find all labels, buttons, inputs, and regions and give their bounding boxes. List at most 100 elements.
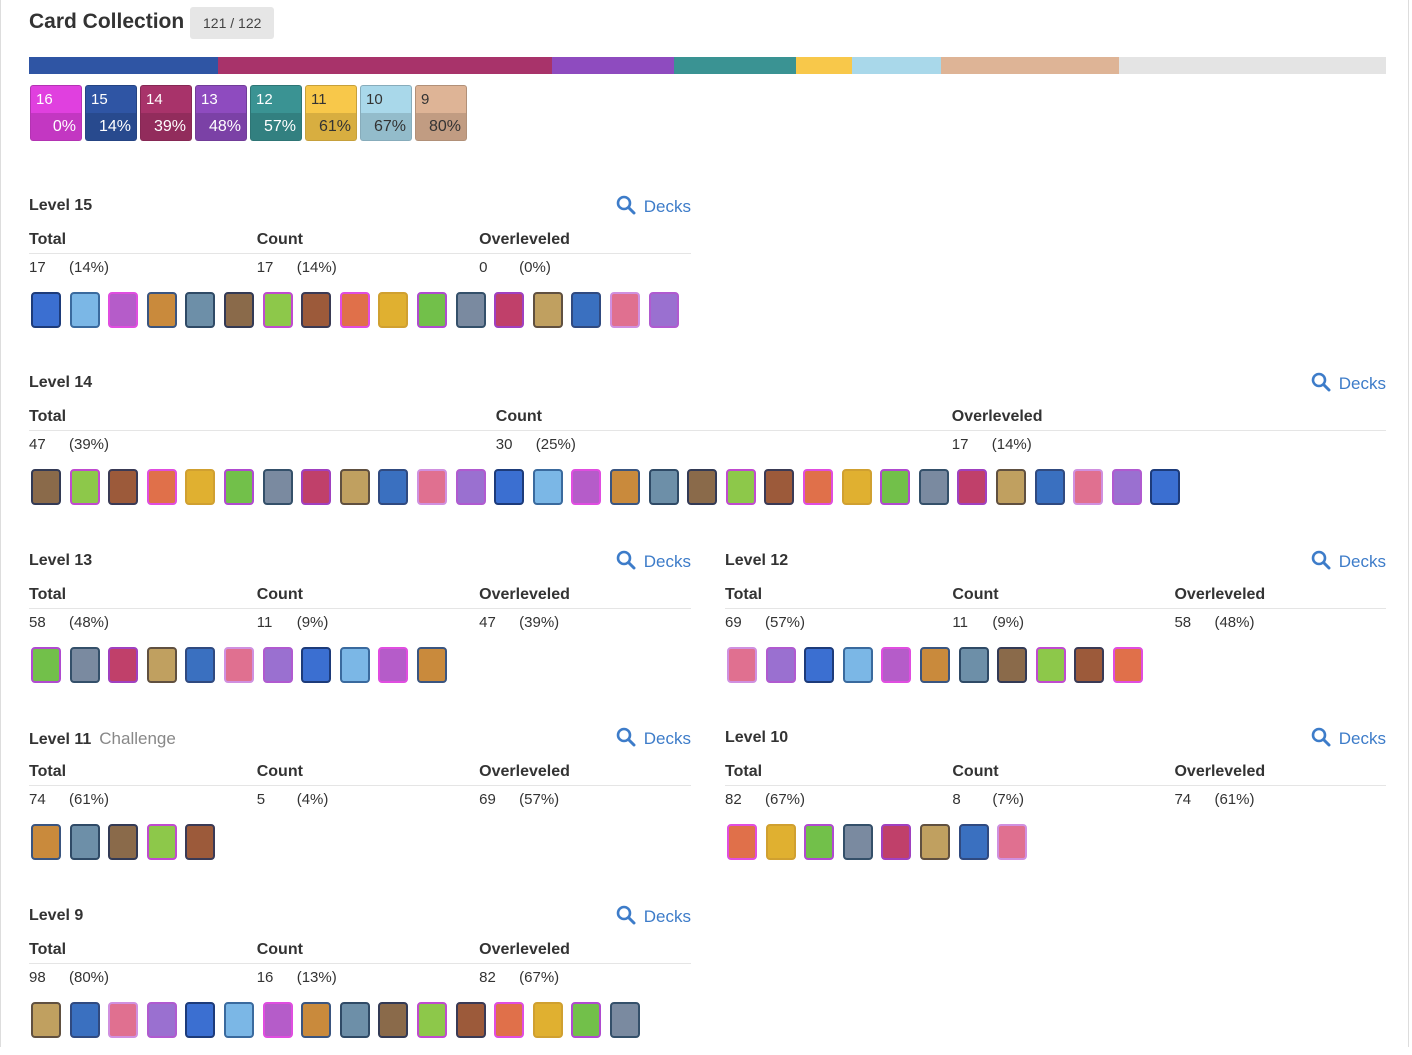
- card-icon[interactable]: [880, 469, 911, 505]
- card-icon[interactable]: [1113, 647, 1143, 683]
- card-icon[interactable]: [185, 647, 216, 683]
- card-icon[interactable]: [958, 647, 989, 683]
- card-icon[interactable]: [108, 647, 139, 683]
- card-icon[interactable]: [339, 647, 370, 683]
- card-icon[interactable]: [378, 1002, 409, 1038]
- card-icon[interactable]: [765, 824, 796, 860]
- card-icon[interactable]: [262, 647, 293, 683]
- card-icon[interactable]: [804, 647, 835, 683]
- card-icon[interactable]: [920, 647, 950, 683]
- card-icon[interactable]: [417, 647, 447, 683]
- card-icon[interactable]: [494, 469, 525, 505]
- card-icon[interactable]: [339, 292, 370, 328]
- card-icon[interactable]: [224, 469, 254, 505]
- card-icon[interactable]: [687, 469, 718, 505]
- card-icon[interactable]: [571, 292, 602, 328]
- card-icon[interactable]: [958, 824, 989, 860]
- card-icon[interactable]: [108, 1002, 139, 1038]
- card-icon[interactable]: [1035, 647, 1066, 683]
- card-icon[interactable]: [301, 292, 332, 328]
- card-icon[interactable]: [957, 469, 988, 505]
- card-icon[interactable]: [146, 1002, 177, 1038]
- card-icon[interactable]: [31, 1002, 61, 1038]
- card-icon[interactable]: [610, 469, 640, 505]
- card-icon[interactable]: [69, 1002, 100, 1038]
- card-icon[interactable]: [108, 824, 139, 860]
- card-icon[interactable]: [997, 647, 1028, 683]
- card-icon[interactable]: [146, 292, 177, 328]
- card-icon[interactable]: [571, 469, 602, 505]
- card-icon[interactable]: [69, 647, 100, 683]
- card-icon[interactable]: [31, 647, 61, 683]
- card-icon[interactable]: [1074, 647, 1105, 683]
- card-icon[interactable]: [571, 1002, 602, 1038]
- card-icon[interactable]: [1111, 469, 1142, 505]
- card-icon[interactable]: [532, 469, 563, 505]
- card-icon[interactable]: [996, 469, 1026, 505]
- card-icon[interactable]: [224, 1002, 254, 1038]
- card-icon[interactable]: [185, 469, 216, 505]
- card-icon[interactable]: [455, 292, 486, 328]
- card-icon[interactable]: [918, 469, 949, 505]
- card-icon[interactable]: [31, 469, 61, 505]
- card-icon[interactable]: [881, 824, 912, 860]
- decks-link[interactable]: Decks: [1311, 372, 1386, 394]
- card-icon[interactable]: [185, 824, 216, 860]
- card-icon[interactable]: [224, 647, 254, 683]
- card-icon[interactable]: [455, 1002, 486, 1038]
- card-icon[interactable]: [417, 292, 447, 328]
- card-icon[interactable]: [532, 1002, 563, 1038]
- decks-link[interactable]: Decks: [616, 550, 691, 572]
- card-icon[interactable]: [69, 469, 100, 505]
- card-icon[interactable]: [841, 469, 872, 505]
- decks-link[interactable]: Decks: [616, 727, 691, 749]
- card-icon[interactable]: [378, 469, 409, 505]
- card-icon[interactable]: [1150, 469, 1181, 505]
- card-icon[interactable]: [417, 469, 447, 505]
- card-icon[interactable]: [881, 647, 912, 683]
- card-icon[interactable]: [727, 647, 757, 683]
- decks-link[interactable]: Decks: [616, 905, 691, 927]
- card-icon[interactable]: [727, 824, 757, 860]
- card-icon[interactable]: [803, 469, 833, 505]
- card-icon[interactable]: [146, 647, 177, 683]
- card-icon[interactable]: [648, 469, 679, 505]
- card-icon[interactable]: [842, 824, 873, 860]
- card-icon[interactable]: [224, 292, 254, 328]
- card-icon[interactable]: [146, 824, 177, 860]
- card-icon[interactable]: [764, 469, 795, 505]
- card-icon[interactable]: [378, 292, 409, 328]
- card-icon[interactable]: [417, 1002, 447, 1038]
- card-icon[interactable]: [301, 647, 332, 683]
- card-icon[interactable]: [31, 292, 61, 328]
- decks-link[interactable]: Decks: [1311, 727, 1386, 749]
- card-icon[interactable]: [455, 469, 486, 505]
- card-icon[interactable]: [31, 824, 61, 860]
- card-icon[interactable]: [185, 292, 216, 328]
- card-icon[interactable]: [146, 469, 177, 505]
- card-icon[interactable]: [262, 292, 293, 328]
- card-icon[interactable]: [185, 1002, 216, 1038]
- card-icon[interactable]: [262, 469, 293, 505]
- card-icon[interactable]: [108, 292, 139, 328]
- card-icon[interactable]: [301, 469, 332, 505]
- card-icon[interactable]: [494, 292, 525, 328]
- card-icon[interactable]: [69, 824, 100, 860]
- card-icon[interactable]: [339, 469, 370, 505]
- card-icon[interactable]: [920, 824, 950, 860]
- card-icon[interactable]: [804, 824, 835, 860]
- card-icon[interactable]: [494, 1002, 525, 1038]
- card-icon[interactable]: [610, 292, 640, 328]
- card-icon[interactable]: [648, 292, 679, 328]
- card-icon[interactable]: [1034, 469, 1065, 505]
- card-icon[interactable]: [378, 647, 409, 683]
- card-icon[interactable]: [610, 1002, 640, 1038]
- card-icon[interactable]: [765, 647, 796, 683]
- card-icon[interactable]: [532, 292, 563, 328]
- card-icon[interactable]: [1073, 469, 1104, 505]
- card-icon[interactable]: [108, 469, 139, 505]
- decks-link[interactable]: Decks: [616, 195, 691, 217]
- card-icon[interactable]: [339, 1002, 370, 1038]
- card-icon[interactable]: [725, 469, 756, 505]
- card-icon[interactable]: [301, 1002, 332, 1038]
